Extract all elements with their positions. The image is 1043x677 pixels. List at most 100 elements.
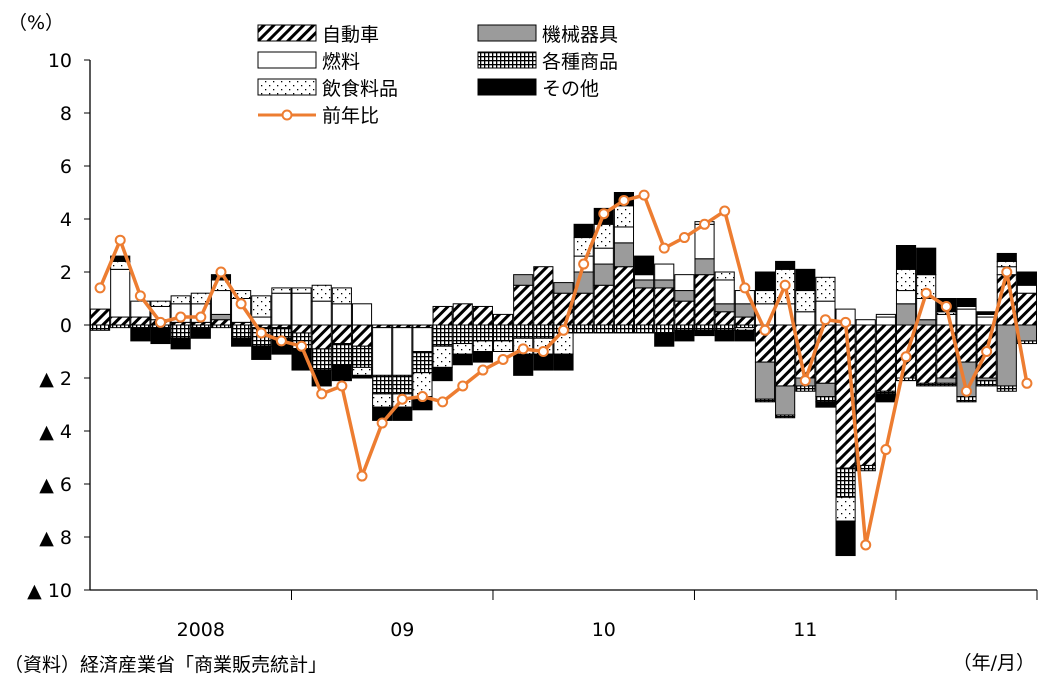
- x-tick-label: 2008: [177, 619, 225, 641]
- bar-gen: [956, 396, 977, 403]
- bar-other: [996, 252, 1017, 262]
- bar-other: [1016, 271, 1037, 286]
- bar-gen: [432, 324, 453, 347]
- series-point-yoy: [114, 234, 126, 246]
- bar-auto: [634, 287, 655, 326]
- bar-fuel: [331, 303, 352, 326]
- bar-other: [956, 298, 977, 307]
- y-unit-label: （%）: [8, 12, 65, 34]
- legend-swatch-gen: [477, 51, 537, 69]
- bar-auto: [351, 324, 373, 347]
- bar-fuel: [613, 226, 635, 244]
- series-point-yoy: [155, 316, 167, 328]
- series-point-yoy: [699, 218, 711, 230]
- bar-food: [815, 276, 836, 302]
- series-point-yoy: [719, 205, 731, 217]
- y-tick-label: 0: [60, 315, 72, 337]
- bar-other: [150, 327, 171, 345]
- bar-auto: [452, 303, 473, 326]
- bar-fuel: [654, 263, 675, 281]
- bar-gen: [674, 324, 695, 331]
- series-point-yoy: [598, 208, 610, 220]
- bar-fuel: [593, 247, 614, 265]
- bar-other: [432, 366, 453, 382]
- series-point-yoy: [558, 324, 569, 336]
- bar-gen: [311, 348, 332, 371]
- bar-other: [573, 223, 594, 239]
- series-point-yoy: [275, 335, 287, 347]
- bar-auto: [432, 305, 453, 326]
- bar-food: [472, 340, 493, 352]
- bar-gen: [231, 324, 252, 339]
- series-point-yoy: [860, 539, 872, 551]
- bar-auto: [311, 324, 332, 350]
- series-point-yoy: [497, 353, 509, 365]
- series-point-yoy: [960, 385, 972, 397]
- bar-other: [674, 329, 695, 342]
- bar-other: [734, 329, 755, 342]
- bar-auto: [210, 319, 232, 326]
- bar-fuel: [110, 268, 131, 318]
- y-tick-label: ▲ 8: [39, 527, 72, 549]
- bar-food: [714, 271, 735, 281]
- series-point-yoy: [537, 346, 549, 357]
- bar-auto: [855, 324, 876, 466]
- bar-other: [392, 406, 413, 421]
- bar-food: [492, 340, 514, 352]
- bar-auto: [714, 311, 735, 326]
- y-tick-label: ▲ 2: [39, 368, 72, 390]
- bar-auto: [90, 308, 111, 326]
- series-point-yoy: [759, 324, 771, 336]
- bar-gen: [351, 345, 373, 368]
- bar-fuel: [291, 292, 312, 326]
- bar-auto: [472, 305, 493, 326]
- bar-gen: [835, 467, 856, 498]
- bar-mach: [634, 279, 655, 289]
- legend-label: 飲食料品: [322, 78, 398, 100]
- legend-label: 自動車: [322, 24, 379, 46]
- bar-food: [291, 287, 312, 294]
- bar-auto: [613, 266, 635, 326]
- bar-other: [976, 311, 997, 315]
- bar-fuel: [372, 327, 393, 376]
- series-point-yoy: [900, 351, 912, 363]
- bar-fuel: [936, 313, 957, 326]
- series-point-yoy: [134, 290, 146, 302]
- source-note: （資料）経済産業省「商業販売統計」: [4, 654, 328, 676]
- bar-mach: [654, 279, 675, 289]
- bar-auto: [815, 324, 836, 384]
- bar-other: [190, 327, 211, 339]
- bar-fuel: [634, 274, 655, 281]
- legend-label: 前年比: [322, 105, 379, 127]
- bar-food: [271, 287, 292, 294]
- bar-gen: [895, 377, 917, 382]
- bar-auto: [110, 316, 131, 326]
- bar-gen: [795, 385, 816, 392]
- x-tick-label: 09: [390, 619, 414, 641]
- bar-auto: [291, 324, 312, 334]
- bar-food: [754, 290, 776, 305]
- x-tick-label: 11: [793, 619, 817, 641]
- y-tick-label: 6: [60, 156, 72, 178]
- bar-auto: [875, 324, 896, 392]
- bar-other: [775, 260, 796, 270]
- bar-gen: [452, 324, 473, 345]
- y-tick-label: 10: [48, 50, 72, 72]
- bar-other: [895, 245, 917, 270]
- series-point-yoy: [981, 346, 993, 357]
- bar-mach: [815, 382, 836, 398]
- bar-gen: [372, 374, 393, 395]
- legend-label: その他: [542, 78, 599, 100]
- bar-food: [311, 284, 332, 302]
- bar-food: [795, 290, 816, 313]
- bar-mach: [996, 324, 1017, 387]
- bar-gen: [331, 343, 352, 366]
- bar-auto: [573, 292, 594, 326]
- series-point-yoy: [880, 444, 892, 456]
- bar-auto: [1016, 292, 1037, 326]
- bar-food: [875, 313, 896, 318]
- bar-food: [613, 205, 635, 228]
- bar-gen: [90, 324, 111, 331]
- bar-mach: [210, 313, 232, 321]
